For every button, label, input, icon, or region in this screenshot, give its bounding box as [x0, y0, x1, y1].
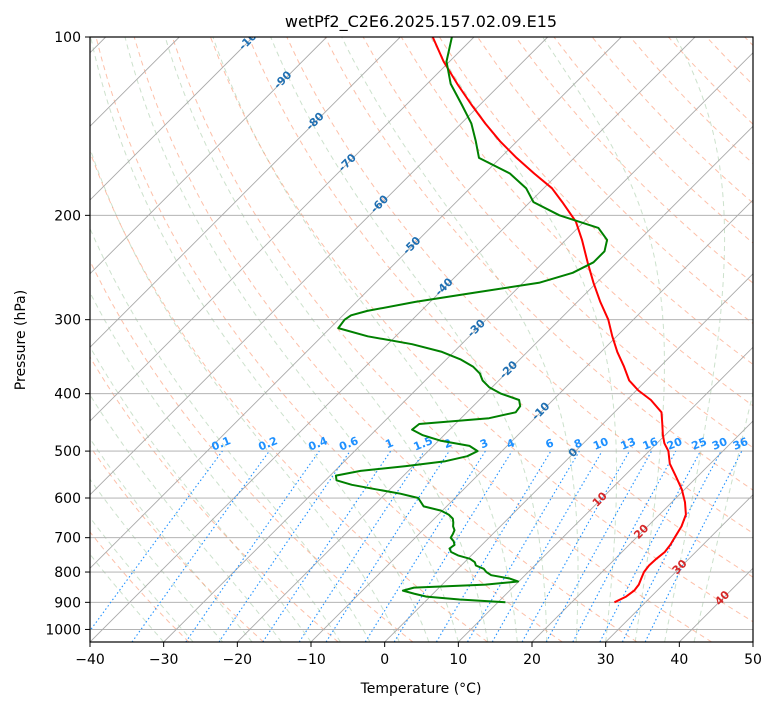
- moist-adiabat-line: [430, 37, 617, 642]
- x-tick-label: 0: [380, 652, 389, 668]
- moist-adiabat-line: [90, 291, 341, 642]
- x-tick-label: −40: [75, 652, 105, 668]
- y-tick-label: 900: [54, 595, 81, 611]
- y-tick-label: 500: [54, 444, 81, 460]
- mixing-ratio-line: [131, 450, 270, 642]
- isotherm-line: [90, 37, 401, 348]
- y-tick-label: 1000: [45, 622, 81, 638]
- mixing-ratio-label: 25: [690, 435, 709, 453]
- mixing-ratio-line: [298, 450, 425, 642]
- x-tick-label: 10: [449, 652, 467, 668]
- mixing-ratio-label: 3: [478, 436, 490, 451]
- isotherm-line: [90, 37, 475, 422]
- y-axis-ticks: 1000 900 800 700 600 500 400 300 200 100: [45, 30, 90, 638]
- plot-frame: [89, 36, 754, 643]
- isotherm-line: [90, 37, 696, 642]
- sounding-series: [334, 37, 687, 604]
- x-tick-label: −10: [296, 652, 326, 668]
- moist-adiabat-line: [90, 37, 430, 642]
- dry-adiabat-line: [90, 445, 264, 642]
- moist-adiabat-line: [124, 37, 459, 642]
- y-tick-label: 400: [54, 387, 81, 403]
- mixing-ratio-line: [90, 450, 223, 632]
- dry-adiabat-line: [248, 37, 753, 578]
- moist-adiabat-line: [90, 516, 194, 642]
- x-axis-ticks: −40 −30 −20 −10 0 10 20 30 40 50: [75, 642, 762, 668]
- mixing-ratio-label: 10: [591, 435, 610, 453]
- moist-adiabat-line: [542, 37, 665, 642]
- pressure-gridlines: [90, 37, 753, 630]
- mixing-ratio-label: 36: [731, 435, 750, 453]
- isotherm-line: [163, 52, 753, 642]
- dry-adiabat-line: [90, 356, 339, 642]
- moist-adiabat-line: [90, 553, 165, 642]
- mixing-ratio-label: 8: [572, 436, 584, 451]
- isotherm-line: [90, 37, 254, 201]
- y-axis-label: Pressure (hPa): [13, 290, 29, 390]
- mixing-ratio-line: [262, 450, 392, 642]
- x-tick-label: −20: [223, 652, 253, 668]
- mixing-ratio-line: [572, 450, 677, 642]
- x-tick-label: −30: [149, 652, 179, 668]
- x-tick-label: 40: [670, 652, 688, 668]
- isotherm-line: [90, 37, 328, 275]
- y-tick-label: 300: [54, 313, 81, 329]
- isotherm-line: [531, 420, 753, 642]
- plot-area: -100-90-80-70-60-50-40-30-20-100 1020304…: [90, 37, 753, 642]
- mixing-ratio-label: 16: [641, 435, 660, 453]
- x-tick-label: 50: [744, 652, 762, 668]
- y-tick-label: 800: [54, 565, 81, 581]
- y-tick-label: 700: [54, 531, 81, 547]
- mixing-ratio-line: [545, 450, 653, 642]
- dry-adiabat-line: [515, 37, 753, 284]
- mixing-ratio-lines: [90, 450, 743, 642]
- dry-adiabat-line: [133, 37, 638, 642]
- y-tick-label: 100: [54, 30, 81, 46]
- dry-adiabat-line: [400, 37, 753, 407]
- isotherm-line: [90, 37, 622, 569]
- chart-title: wetPf2_C2E6.2025.157.02.09.E15: [285, 12, 557, 32]
- isotherm-line: [457, 346, 753, 642]
- dry-adiabat-line: [438, 37, 753, 366]
- moist-adiabat-line: [90, 227, 371, 642]
- moist-adiabat-line: [90, 437, 253, 642]
- mixing-ratio-label: 13: [619, 435, 638, 453]
- isotherms: [90, 37, 753, 642]
- isotherm-line: [384, 273, 753, 642]
- isotherm-line: [90, 37, 549, 496]
- temperature-profile-line: [431, 37, 687, 604]
- x-axis-label: Temperature (°C): [360, 681, 482, 697]
- x-tick-label: 20: [523, 652, 541, 668]
- y-tick-label: 200: [54, 208, 81, 224]
- mixing-ratio-label: 1: [383, 436, 395, 451]
- moist-adiabat-line: [341, 37, 579, 642]
- dry-adiabat-line: [90, 150, 488, 642]
- mixing-ratio-label: 20: [665, 435, 684, 453]
- mixing-ratio-label: 30: [710, 435, 729, 453]
- isotherm-line: [236, 125, 753, 642]
- y-tick-label: 600: [54, 491, 81, 507]
- mixing-ratio-line: [644, 450, 743, 642]
- mixing-ratio-label: 2: [442, 436, 454, 451]
- dewpoint-profile-line: [334, 37, 609, 604]
- moist-adiabat-line: [664, 37, 726, 642]
- mixing-ratio-line: [325, 450, 450, 642]
- dry-adiabat-line: [171, 37, 712, 642]
- x-tick-label: 30: [597, 652, 615, 668]
- moist-adiabat-line: [90, 147, 400, 642]
- dry-adiabat-line: [210, 37, 753, 623]
- dry-adiabat-line: [90, 531, 190, 642]
- moist-adiabat-line: [212, 37, 518, 642]
- mixing-ratio-line: [218, 450, 351, 642]
- mixing-ratio-line: [185, 450, 320, 642]
- mixing-ratio-line: [393, 450, 513, 642]
- dry-adiabat-line: [95, 37, 563, 642]
- isotherm-line: [605, 494, 753, 642]
- mixing-ratio-line: [521, 450, 630, 642]
